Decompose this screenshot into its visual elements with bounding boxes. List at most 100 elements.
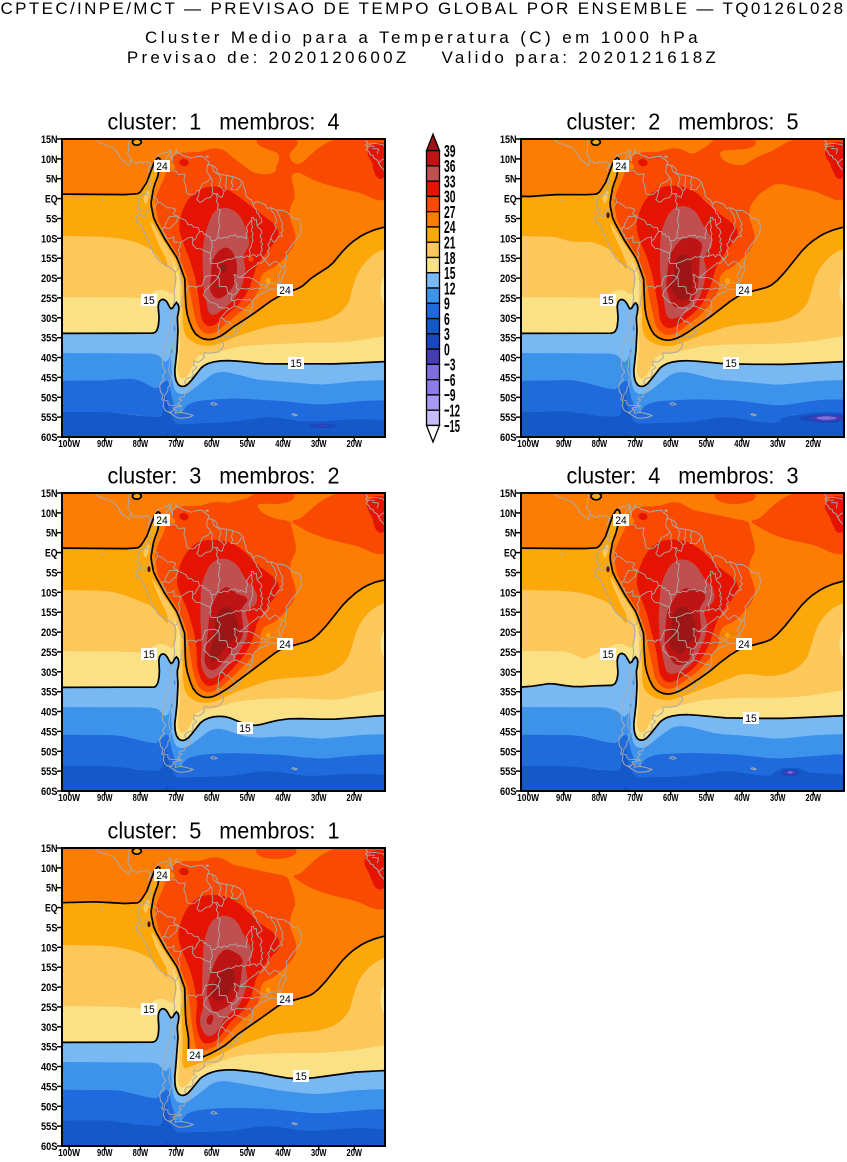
svg-text:5S: 5S [505, 568, 517, 580]
svg-text:−3: −3 [444, 355, 456, 375]
svg-text:25S: 25S [500, 293, 517, 305]
svg-text:15: 15 [602, 649, 614, 661]
svg-text:30W: 30W [311, 438, 327, 450]
svg-text:20S: 20S [500, 273, 517, 285]
svg-text:10N: 10N [500, 154, 517, 166]
svg-text:80W: 80W [133, 438, 149, 450]
svg-text:10N: 10N [500, 508, 517, 520]
svg-text:15: 15 [143, 295, 155, 307]
svg-text:50S: 50S [41, 1101, 58, 1113]
svg-text:45S: 45S [500, 726, 517, 738]
svg-text:9: 9 [444, 294, 450, 314]
svg-text:10S: 10S [41, 233, 58, 245]
svg-text:cluster: 4 membros: 3: cluster: 4 membros: 3 [567, 463, 799, 489]
svg-text:40W: 40W [275, 792, 291, 804]
svg-text:10N: 10N [41, 508, 58, 520]
svg-text:55S: 55S [500, 412, 517, 424]
svg-text:30S: 30S [500, 313, 517, 325]
svg-text:EQ: EQ [504, 194, 517, 206]
svg-text:40S: 40S [500, 353, 517, 365]
svg-text:60W: 60W [204, 1147, 220, 1157]
svg-text:5S: 5S [46, 568, 58, 580]
svg-text:24: 24 [279, 285, 291, 297]
svg-text:70W: 70W [168, 1147, 184, 1157]
svg-text:60W: 60W [204, 792, 220, 804]
svg-text:100W: 100W [58, 438, 80, 450]
svg-text:24: 24 [615, 515, 627, 527]
svg-text:40S: 40S [41, 1062, 58, 1074]
svg-text:cluster: 3 membros: 2: cluster: 3 membros: 2 [108, 463, 340, 489]
svg-text:50W: 50W [699, 792, 715, 804]
svg-text:10N: 10N [41, 154, 58, 166]
svg-text:55S: 55S [500, 766, 517, 778]
svg-text:5N: 5N [46, 883, 58, 895]
svg-text:50S: 50S [500, 392, 517, 404]
svg-text:30: 30 [444, 187, 456, 207]
svg-text:24: 24 [279, 994, 291, 1006]
svg-text:21: 21 [444, 233, 456, 253]
svg-text:35S: 35S [41, 1042, 58, 1054]
svg-text:−15: −15 [444, 416, 460, 436]
svg-text:45S: 45S [41, 726, 58, 738]
svg-text:60W: 60W [663, 438, 679, 450]
svg-text:50S: 50S [41, 392, 58, 404]
svg-text:45S: 45S [500, 372, 517, 384]
svg-text:24: 24 [615, 161, 627, 173]
svg-text:15: 15 [602, 295, 614, 307]
svg-text:24: 24 [156, 161, 168, 173]
svg-text:20W: 20W [347, 438, 363, 450]
svg-text:5N: 5N [46, 528, 58, 540]
svg-text:20S: 20S [500, 627, 517, 639]
svg-text:15N: 15N [41, 488, 58, 500]
svg-text:cluster: 1 membros: 4: cluster: 1 membros: 4 [108, 109, 340, 135]
svg-text:60S: 60S [500, 432, 517, 444]
svg-text:30W: 30W [770, 792, 786, 804]
svg-text:20W: 20W [806, 792, 822, 804]
svg-text:50W: 50W [240, 438, 256, 450]
svg-text:55S: 55S [41, 1121, 58, 1133]
svg-text:30W: 30W [311, 792, 327, 804]
svg-text:45S: 45S [41, 1081, 58, 1093]
svg-text:6: 6 [444, 309, 450, 329]
svg-text:24: 24 [444, 217, 456, 237]
svg-text:3: 3 [444, 324, 450, 344]
svg-text:35S: 35S [500, 687, 517, 699]
svg-text:80W: 80W [592, 792, 608, 804]
svg-text:20W: 20W [806, 438, 822, 450]
svg-text:39: 39 [444, 141, 456, 161]
svg-text:60S: 60S [500, 786, 517, 798]
svg-text:15: 15 [295, 1071, 307, 1083]
svg-text:40S: 40S [41, 707, 58, 719]
svg-text:40W: 40W [734, 792, 750, 804]
svg-text:100W: 100W [517, 792, 539, 804]
svg-text:EQ: EQ [45, 194, 58, 206]
svg-text:15: 15 [143, 1004, 155, 1016]
svg-text:15S: 15S [41, 962, 58, 974]
svg-text:12: 12 [444, 278, 456, 298]
svg-text:15: 15 [290, 358, 302, 370]
svg-text:30W: 30W [311, 1147, 327, 1157]
svg-text:25S: 25S [41, 647, 58, 659]
svg-text:10S: 10S [41, 587, 58, 599]
svg-text:90W: 90W [97, 438, 113, 450]
svg-text:50W: 50W [240, 792, 256, 804]
svg-text:30S: 30S [500, 667, 517, 679]
svg-text:5N: 5N [46, 174, 58, 186]
svg-text:15S: 15S [41, 253, 58, 265]
svg-text:27: 27 [444, 202, 456, 222]
svg-text:15: 15 [725, 358, 737, 370]
svg-text:24: 24 [738, 639, 750, 651]
svg-text:25S: 25S [41, 293, 58, 305]
svg-text:10S: 10S [500, 587, 517, 599]
svg-text:30S: 30S [41, 313, 58, 325]
svg-text:15S: 15S [41, 607, 58, 619]
svg-text:33: 33 [444, 171, 456, 191]
svg-text:100W: 100W [58, 792, 80, 804]
svg-text:EQ: EQ [504, 548, 517, 560]
svg-text:35S: 35S [500, 333, 517, 345]
svg-text:80W: 80W [133, 1147, 149, 1157]
svg-text:30S: 30S [41, 1022, 58, 1034]
svg-text:10N: 10N [41, 863, 58, 875]
svg-text:20S: 20S [41, 982, 58, 994]
svg-text:5N: 5N [505, 174, 517, 186]
